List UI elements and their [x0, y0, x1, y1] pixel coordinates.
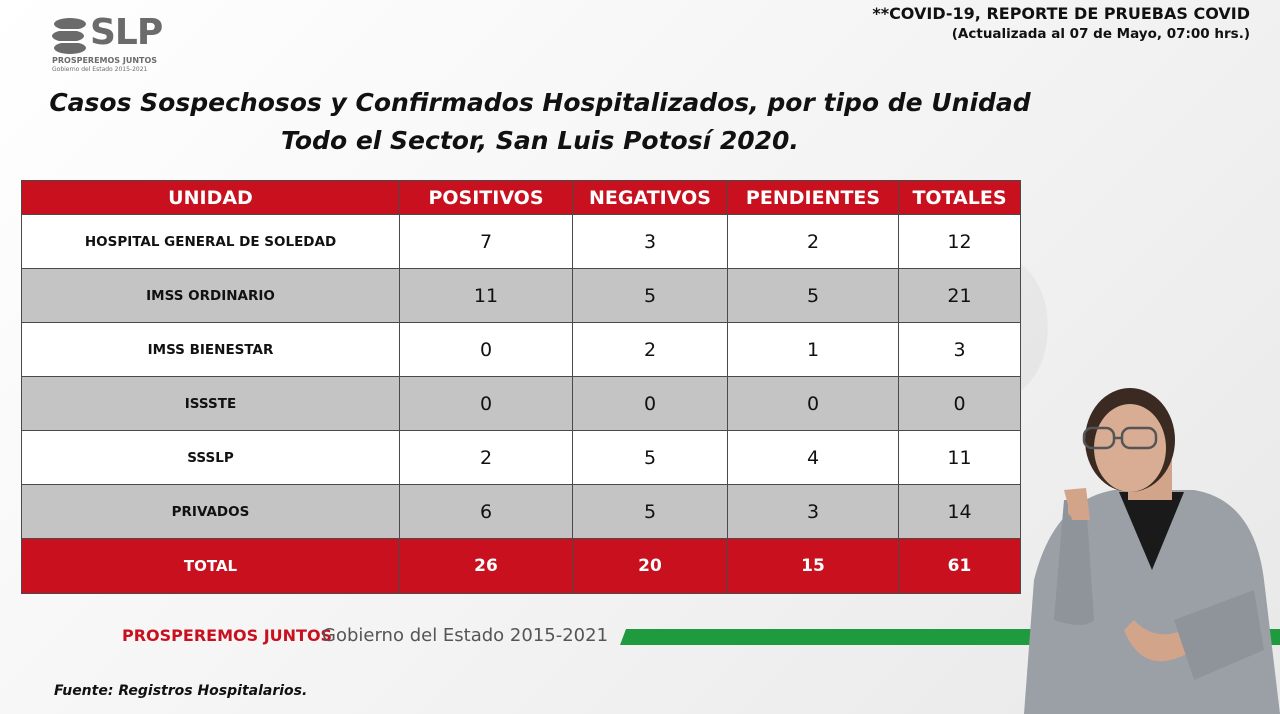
column-header-positivos: POSITIVOS [399, 180, 573, 215]
cell-positivos: 7 [399, 214, 573, 269]
cell-totales: 11 [898, 430, 1021, 485]
cell-pendientes: 1 [727, 322, 899, 377]
footer-slogan: PROSPEREMOS JUNTOS [122, 626, 333, 645]
cell-positivos: 6 [399, 484, 573, 539]
cell-unidad: IMSS BIENESTAR [21, 322, 400, 377]
cell-positivos: 0 [399, 322, 573, 377]
cell-unidad: PRIVADOS [21, 484, 400, 539]
cell-unidad: IMSS ORDINARIO [21, 268, 400, 323]
report-title: **COVID-19, REPORTE DE PRUEBAS COVID [872, 4, 1250, 23]
total-totales: 61 [898, 538, 1021, 594]
cell-pendientes: 5 [727, 268, 899, 323]
table-row: IMSS ORDINARIO 11 5 5 21 [21, 268, 1021, 323]
cell-negativos: 0 [572, 376, 728, 431]
logo-subtitle: Gobierno del Estado 2015-2021 [52, 66, 148, 73]
total-pendientes: 15 [727, 538, 899, 594]
cell-negativos: 5 [572, 268, 728, 323]
total-positivos: 26 [399, 538, 573, 594]
table-row: HOSPITAL GENERAL DE SOLEDAD 7 3 2 12 [21, 214, 1021, 269]
cell-negativos: 5 [572, 484, 728, 539]
table-row: ISSSTE 0 0 0 0 [21, 376, 1021, 431]
column-header-unidad: UNIDAD [21, 180, 400, 215]
logo-tagline: PROSPEREMOS JUNTOS [52, 56, 158, 65]
table-header-row: UNIDAD POSITIVOS NEGATIVOS PENDIENTES TO… [21, 180, 1021, 215]
page-title-line2: Todo el Sector, San Luis Potosí 2020. [281, 126, 799, 155]
cell-totales: 3 [898, 322, 1021, 377]
cell-totales: 0 [898, 376, 1021, 431]
cell-positivos: 0 [399, 376, 573, 431]
cell-unidad: ISSSTE [21, 376, 400, 431]
cell-unidad: SSSLP [21, 430, 400, 485]
table-total-row: TOTAL 26 20 15 61 [21, 538, 1021, 594]
slp-logo: SLP PROSPEREMOS JUNTOS Gobierno del Esta… [50, 12, 170, 76]
cell-negativos: 3 [572, 214, 728, 269]
cell-pendientes: 2 [727, 214, 899, 269]
logo-text: SLP [90, 12, 163, 53]
sign-language-interpreter-image [1024, 388, 1280, 714]
report-header: **COVID-19, REPORTE DE PRUEBAS COVID (Ac… [872, 4, 1250, 42]
cell-totales: 14 [898, 484, 1021, 539]
table-row: SSSLP 2 5 4 11 [21, 430, 1021, 485]
hospitalized-cases-table: UNIDAD POSITIVOS NEGATIVOS PENDIENTES TO… [21, 180, 1021, 594]
cell-positivos: 2 [399, 430, 573, 485]
page-title: Casos Sospechosos y Confirmados Hospital… [0, 84, 1080, 160]
column-header-pendientes: PENDIENTES [727, 180, 899, 215]
column-header-totales: TOTALES [898, 180, 1021, 215]
cell-totales: 12 [898, 214, 1021, 269]
cell-pendientes: 0 [727, 376, 899, 431]
page-title-line1: Casos Sospechosos y Confirmados Hospital… [49, 88, 1031, 117]
column-header-negativos: NEGATIVOS [572, 180, 728, 215]
cell-totales: 21 [898, 268, 1021, 323]
cell-pendientes: 3 [727, 484, 899, 539]
total-label: TOTAL [21, 538, 400, 594]
table-row: IMSS BIENESTAR 0 2 1 3 [21, 322, 1021, 377]
total-negativos: 20 [572, 538, 728, 594]
slp-logo-icon [52, 18, 86, 54]
cell-negativos: 5 [572, 430, 728, 485]
report-updated: (Actualizada al 07 de Mayo, 07:00 hrs.) [951, 26, 1250, 42]
table-row: PRIVADOS 6 5 3 14 [21, 484, 1021, 539]
cell-positivos: 11 [399, 268, 573, 323]
cell-unidad: HOSPITAL GENERAL DE SOLEDAD [21, 214, 400, 269]
source-note: Fuente: Registros Hospitalarios. [54, 683, 308, 699]
cell-negativos: 2 [572, 322, 728, 377]
cell-pendientes: 4 [727, 430, 899, 485]
footer-government: Gobierno del Estado 2015-2021 [322, 625, 609, 646]
